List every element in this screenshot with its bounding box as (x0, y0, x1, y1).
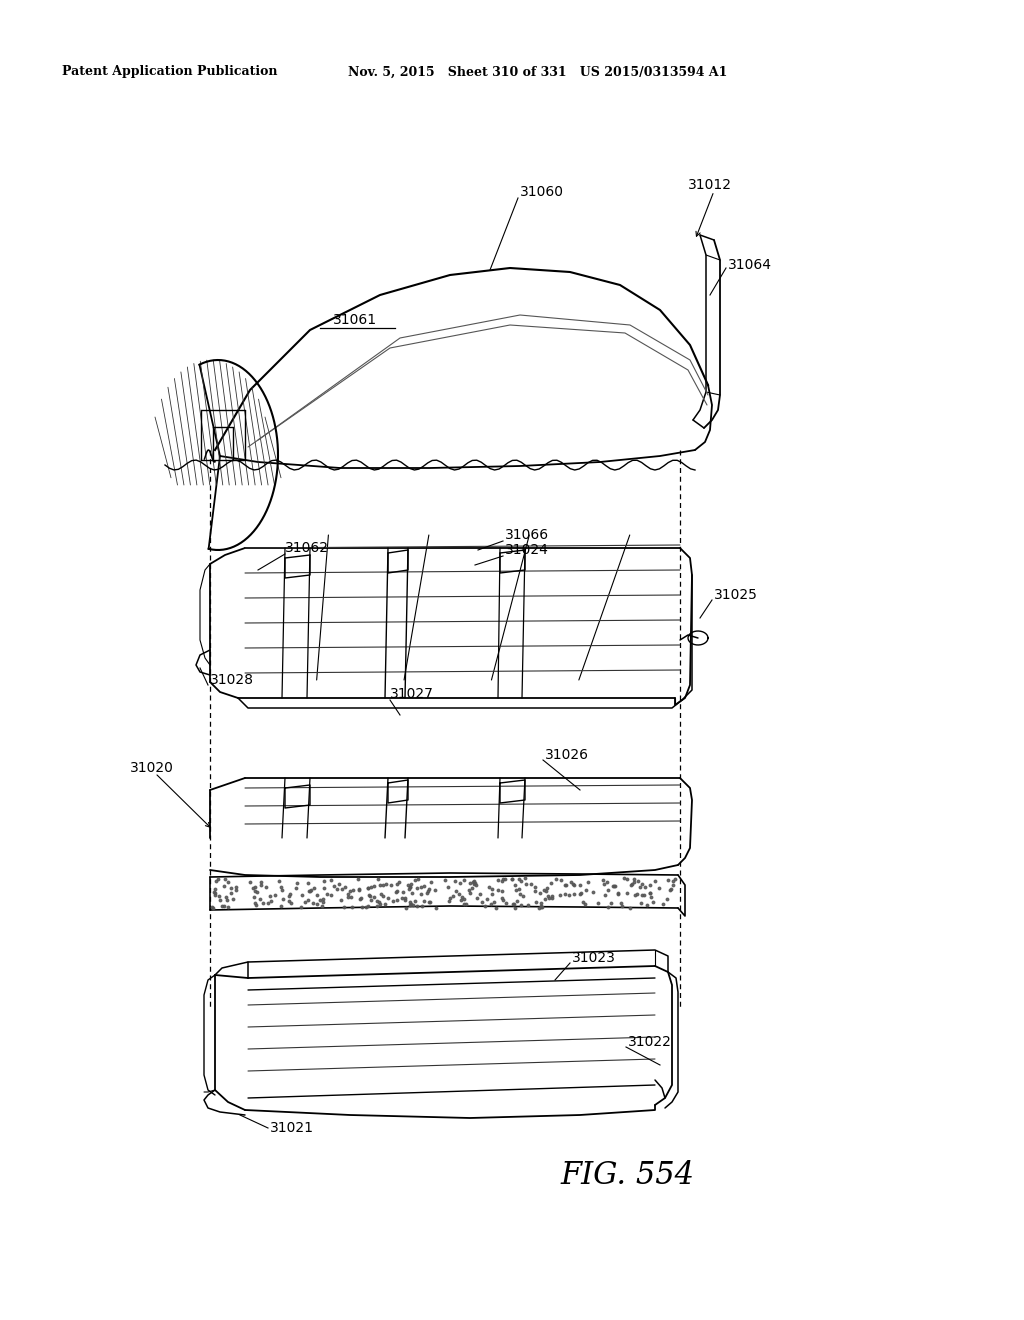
Text: 31025: 31025 (714, 587, 758, 602)
Text: Patent Application Publication: Patent Application Publication (62, 66, 278, 78)
Text: 31026: 31026 (545, 748, 589, 762)
Text: Nov. 5, 2015   Sheet 310 of 331   US 2015/0313594 A1: Nov. 5, 2015 Sheet 310 of 331 US 2015/03… (348, 66, 727, 78)
Text: 31022: 31022 (628, 1035, 672, 1049)
Text: 31028: 31028 (210, 673, 254, 686)
Text: 31020: 31020 (130, 762, 174, 775)
Text: 31064: 31064 (728, 257, 772, 272)
Text: 31061: 31061 (333, 313, 377, 327)
Text: 31024: 31024 (505, 543, 549, 557)
Text: FIG. 554: FIG. 554 (560, 1159, 694, 1191)
Text: 31066: 31066 (505, 528, 549, 543)
Text: 31060: 31060 (520, 185, 564, 199)
Text: 31027: 31027 (390, 686, 434, 701)
Text: 31021: 31021 (270, 1121, 314, 1135)
Text: 31012: 31012 (688, 178, 732, 191)
Text: 31062: 31062 (285, 541, 329, 554)
Text: 31023: 31023 (572, 950, 615, 965)
